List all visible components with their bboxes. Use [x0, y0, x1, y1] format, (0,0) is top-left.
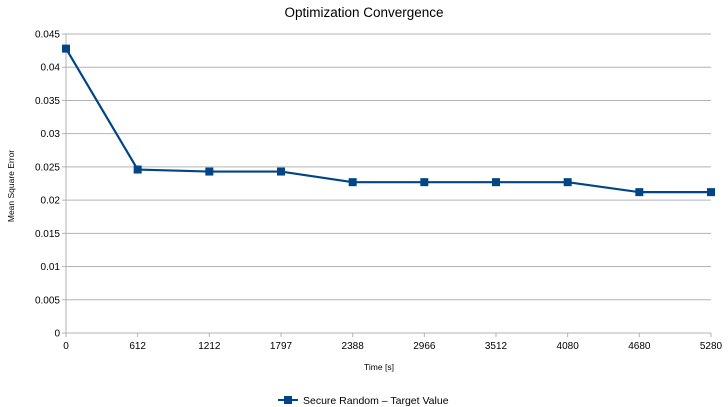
data-point-marker — [133, 165, 142, 174]
legend: Secure Random – Target Value — [278, 395, 449, 407]
x-tick-label: 2966 — [413, 341, 436, 352]
x-tick-label: 5280 — [700, 341, 723, 352]
x-tick-label: 612 — [129, 341, 146, 352]
x-tick-label: 4680 — [628, 341, 651, 352]
y-tick-label: 0 — [54, 329, 60, 340]
series-line — [65, 48, 711, 194]
x-tick-label: 3512 — [485, 341, 508, 352]
data-point-marker — [62, 44, 70, 53]
series-secure-random — [62, 44, 715, 197]
y-tick-label: 0.02 — [41, 196, 61, 207]
x-tick-label: 1212 — [198, 341, 221, 352]
y-tick-label: 0.04 — [41, 63, 61, 74]
y-tick-label: 0.045 — [35, 30, 60, 41]
x-tick-label: 4080 — [557, 341, 580, 352]
y-tick-label: 0.015 — [35, 229, 60, 240]
legend-marker — [284, 396, 292, 404]
y-tick-label: 0.01 — [41, 262, 61, 273]
y-tick-label: 0.035 — [35, 96, 60, 107]
legend-label: Secure Random – Target Value — [303, 395, 449, 407]
data-point-marker — [205, 167, 214, 176]
x-tick-label: 0 — [63, 341, 69, 352]
chart-title: Optimization Convergence — [284, 5, 443, 20]
y-tick-label: 0.005 — [35, 295, 60, 306]
y-axis-label: Mean Square Error — [6, 150, 16, 222]
data-point-marker — [277, 167, 285, 176]
data-point-marker — [492, 178, 500, 187]
data-point-marker — [420, 178, 429, 187]
x-tick-label: 1797 — [270, 341, 293, 352]
y-tick-label: 0.025 — [35, 162, 60, 173]
gridlines — [62, 33, 712, 337]
y-axis-ticks: 0 0.005 0.01 0.015 0.02 0.025 0.03 0.035 0.04 0.0… — [35, 30, 60, 340]
x-tick-label: 2388 — [342, 341, 365, 352]
data-point-marker — [707, 188, 715, 197]
x-axis-ticks: 0 612 1212 1797 2388 2966 3512 4080 4680 5280 — [63, 341, 722, 352]
data-point-marker — [635, 188, 644, 197]
x-axis-label: Time [s] — [364, 362, 394, 372]
data-point-marker — [563, 178, 572, 187]
y-tick-label: 0.03 — [41, 129, 61, 140]
data-point-marker — [348, 178, 357, 187]
